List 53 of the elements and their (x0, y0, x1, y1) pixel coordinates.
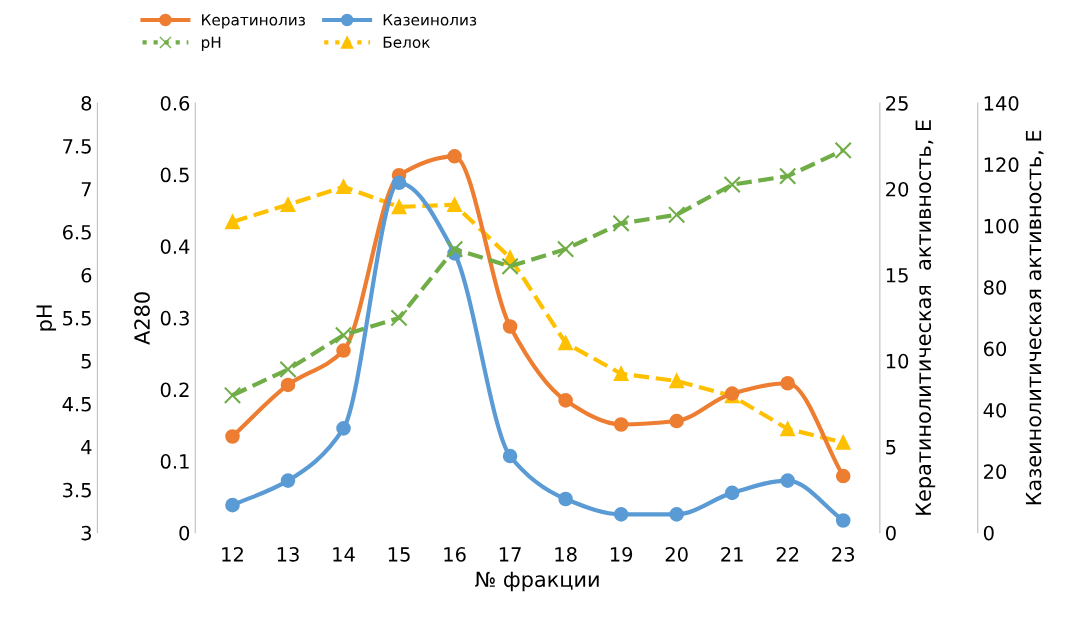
x-tick-label: 18 (555, 547, 577, 562)
legend-label: pH (201, 36, 221, 51)
y-tick-label: 8 (81, 95, 92, 111)
y-tick-label: 0.5 (160, 167, 189, 183)
y3-tick-label: 140 (984, 95, 1019, 111)
y2-tick-label: 10 (886, 353, 909, 369)
y-tick-label: 4 (81, 440, 92, 455)
y-tick-label: 0 (179, 525, 190, 541)
y3-tick-label: 120 (984, 157, 1019, 173)
x-tick-label: 20 (665, 547, 688, 562)
y-axis-title: A280 (134, 292, 150, 345)
y3-tick-label: 80 (983, 280, 1007, 295)
y-tick-label: 4.5 (62, 397, 91, 412)
y2-tick-label: 0 (886, 525, 896, 541)
y-tick-label: 0.4 (160, 239, 190, 254)
x-tick-label: 15 (388, 547, 410, 562)
x-axis-title: № фракции (475, 571, 599, 592)
y3-tick-label: 20 (984, 464, 1007, 480)
x-tick-label: 23 (832, 547, 855, 562)
x-tick-label: 17 (499, 547, 521, 562)
y-tick-label: 7.5 (63, 139, 91, 154)
x-tick-label: 21 (721, 547, 743, 562)
x-tick-label: 22 (776, 547, 799, 562)
y-tick-label: 6.5 (62, 224, 91, 240)
x-tick-label: 14 (333, 547, 355, 562)
y2-tick-label: 25 (886, 95, 908, 111)
x-tick-label: 12 (222, 547, 243, 562)
x-tick-label: 13 (277, 547, 299, 562)
y-tick-label: 0.1 (160, 454, 189, 469)
y2-tick-label: 20 (886, 181, 909, 197)
y3-tick-label: 60 (983, 341, 1007, 357)
y2-tick-label: 5 (886, 440, 896, 455)
y3-tick-label: 0 (983, 525, 994, 541)
y-tick-label: 0.6 (160, 95, 190, 111)
legend-label: Кератинолиз (202, 14, 305, 29)
y-axis-title: pH (36, 305, 57, 331)
y3-axis-title: Казеинолитическая активность, Е (1025, 130, 1044, 505)
y2-axis-title: Кератинолитическая активность, Е (915, 120, 936, 515)
y-tick-label: 5.5 (63, 311, 91, 326)
legend-label: Белок (383, 36, 430, 48)
x-tick-label: 16 (444, 547, 466, 562)
y-tick-label: 5 (81, 354, 91, 369)
x-tick-label: 19 (610, 547, 633, 562)
y3-tick-label: 100 (984, 218, 1019, 234)
y-tick-label: 3 (81, 525, 91, 541)
y-tick-label: 3.5 (63, 482, 91, 498)
y-tick-label: 0.2 (160, 382, 189, 398)
y2-tick-label: 15 (886, 268, 908, 283)
legend-label: Казеинолиз (383, 14, 477, 26)
y3-tick-label: 40 (983, 402, 1007, 418)
y-tick-label: 6 (81, 267, 92, 283)
y-tick-label: 0.3 (160, 310, 189, 326)
y-tick-label: 7 (81, 182, 91, 197)
